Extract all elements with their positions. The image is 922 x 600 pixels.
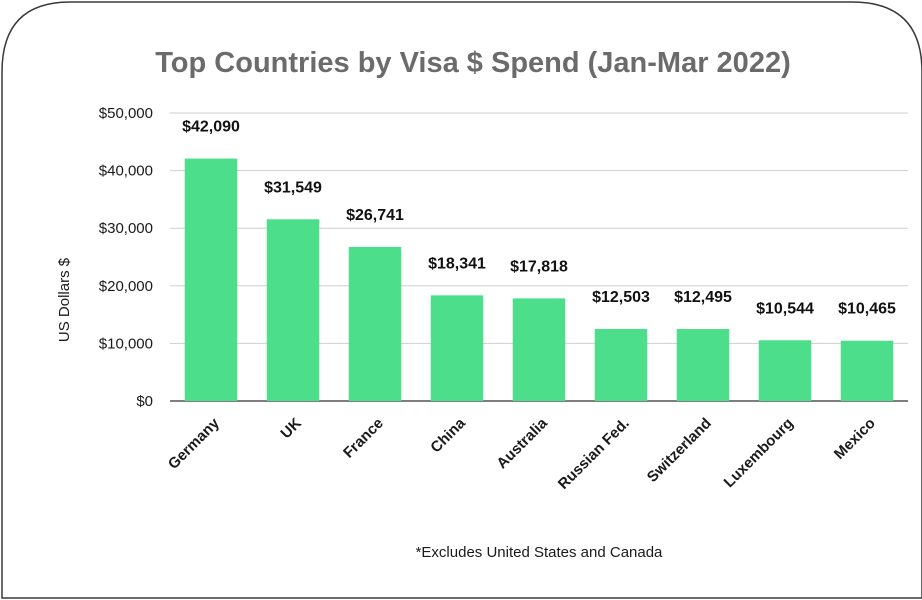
bar-australia <box>512 298 566 401</box>
y-tick-label: $40,000 <box>99 163 153 180</box>
bar-uk <box>266 219 320 401</box>
data-label: $10,465 <box>838 301 896 318</box>
footnote: *Excludes United States and Canada <box>416 544 663 561</box>
data-label: $12,503 <box>592 289 650 306</box>
bar-mexico <box>840 340 894 401</box>
data-label: $26,741 <box>346 207 404 224</box>
y-tick-label: $30,000 <box>99 220 153 237</box>
data-labels: $42,090 $31,549 $26,741 $18,341 $17,818 $12,5… <box>182 119 896 318</box>
y-tick-label: $20,000 <box>99 278 153 295</box>
y-tick-label: $50,000 <box>99 105 153 122</box>
bars <box>184 158 894 401</box>
data-label: $42,090 <box>182 119 240 136</box>
data-label: $18,341 <box>428 255 486 272</box>
data-label: $17,818 <box>510 258 568 275</box>
y-tick-label: $10,000 <box>99 335 153 352</box>
y-tick-label: $0 <box>136 393 153 410</box>
data-label: $31,549 <box>264 179 322 196</box>
bar-china <box>430 295 484 401</box>
bar-switzerland <box>676 329 730 401</box>
chart-title: Top Countries by Visa $ Spend (Jan-Mar 2… <box>155 47 790 79</box>
data-label: $10,544 <box>756 300 814 317</box>
y-axis-ticks: $0 $10,000 $20,000 $30,000 $40,000 $50,000 <box>99 105 153 410</box>
bar-france <box>348 246 402 401</box>
bar-russian-fed <box>594 328 648 401</box>
y-axis-title: US Dollars $ <box>56 257 73 342</box>
bar-luxembourg <box>758 340 812 401</box>
bar-germany <box>184 158 238 401</box>
data-label: $12,495 <box>674 289 732 306</box>
